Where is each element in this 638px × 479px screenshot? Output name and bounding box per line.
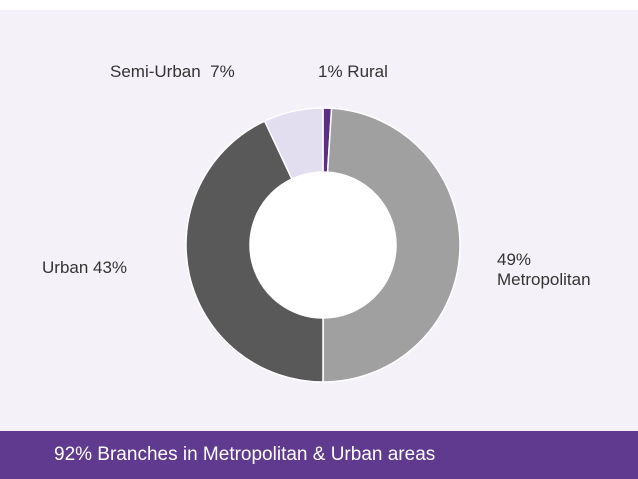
label-semi-urban: Semi-Urban 7% <box>110 62 235 81</box>
summary-banner: 92% Branches in Metropolitan & Urban are… <box>0 431 638 479</box>
label-rural: 1% Rural <box>318 62 388 81</box>
label-urban: Urban 43% <box>42 258 128 277</box>
label-metropolitan: 49% Metropolitan <box>497 250 591 289</box>
donut-hole <box>250 172 396 318</box>
